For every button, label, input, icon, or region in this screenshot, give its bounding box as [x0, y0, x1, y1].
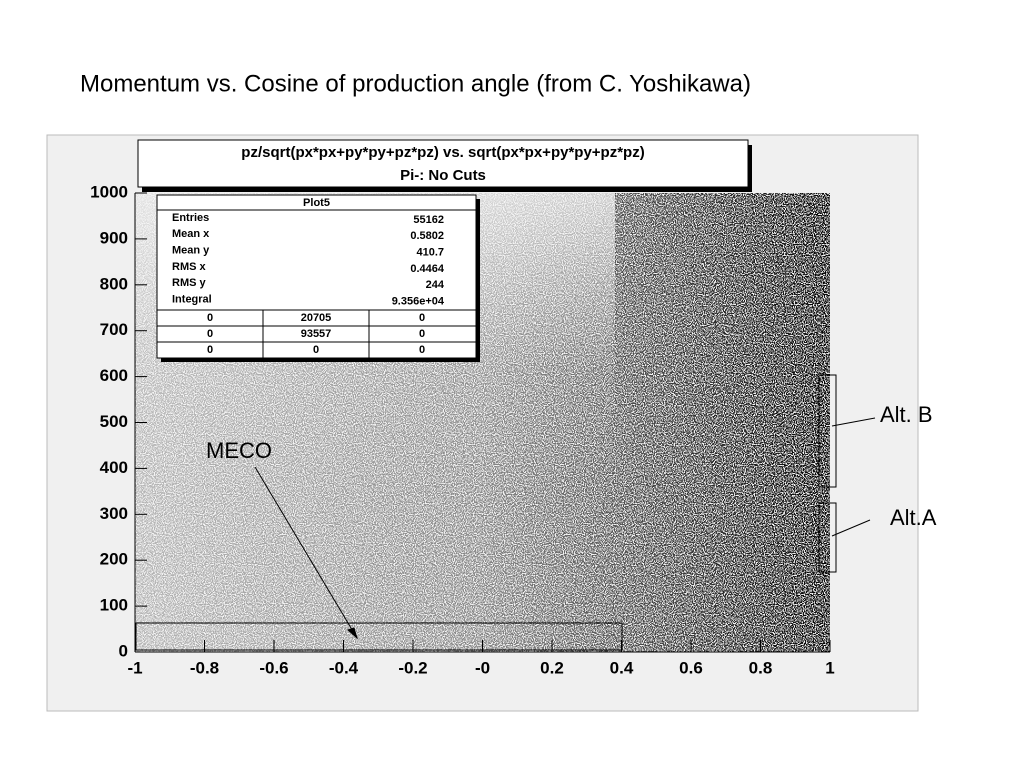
x-tick-label: -0.2 [398, 658, 427, 677]
x-tick-label: -0.6 [259, 658, 288, 677]
stats-cell: 93557 [301, 328, 332, 340]
chart-title: pz/sqrt(px*px+py*py+pz*pz) vs. sqrt(px*p… [241, 144, 644, 161]
meco-region [135, 622, 623, 651]
stats-value: 0.4464 [410, 263, 445, 275]
stats-frame [156, 194, 477, 359]
stats-cell: 0 [207, 344, 213, 356]
meco-arrow [254, 466, 355, 634]
chart-subtitle: Pi-: No Cuts [400, 167, 486, 184]
stats-value: 410.7 [416, 247, 444, 259]
slide-title: Momentum vs. Cosine of production angle … [80, 70, 751, 97]
stats-key: RMS y [172, 277, 207, 289]
y-tick-label: 800 [100, 274, 128, 293]
stats-key: Entries [172, 212, 209, 224]
y-tick-label: 700 [100, 320, 128, 339]
x-tick-label: 1 [825, 658, 834, 677]
annotation: Alt. B [880, 402, 933, 427]
y-tick-label: 900 [100, 228, 128, 247]
stats-cell: 0 [419, 312, 425, 324]
x-tick-label: -0 [475, 658, 490, 677]
title-box [137, 139, 749, 188]
stats-cell: 0 [419, 344, 425, 356]
annotation: Alt.A [890, 505, 937, 530]
y-tick-label: 200 [100, 550, 128, 569]
x-tick-label: 0.2 [540, 658, 564, 677]
annotation-shapes [135, 374, 876, 651]
stats-cell: 20705 [301, 312, 332, 324]
stats-value: 9.356e+04 [392, 295, 445, 307]
alt-a-arrow [831, 519, 871, 537]
x-tick-label: 0.6 [679, 658, 703, 677]
stats-key: Mean y [172, 245, 210, 257]
y-tick-label: 600 [100, 366, 128, 385]
stats-title: Plot5 [303, 197, 330, 209]
stats-cell: 0 [313, 344, 319, 356]
y-tick-label: 300 [100, 504, 128, 523]
stats-key: Integral [172, 293, 212, 305]
stats-key: RMS x [172, 261, 207, 273]
x-tick-label: -0.4 [329, 658, 359, 677]
x-tick-label: 0.4 [610, 658, 634, 677]
stats-value: 0.5802 [410, 230, 444, 242]
y-tick-label: 1000 [90, 182, 128, 201]
stats-box: Plot5 Entries 55162 Mean x 0.5802 Mean y 410.7… [156, 194, 480, 362]
x-tick-label: -0.8 [190, 658, 219, 677]
stats-key: Mean x [172, 228, 210, 240]
y-tick-label: 0 [119, 641, 128, 660]
annotation: MECO [206, 438, 272, 463]
x-tick-label: 0.8 [749, 658, 773, 677]
y-tick-label: 100 [100, 596, 128, 615]
axes [134, 192, 831, 653]
y-tick-label: 400 [100, 458, 128, 477]
stats-cell: 0 [207, 328, 213, 340]
y-tick-label: 500 [100, 412, 128, 431]
stats-value: 244 [426, 279, 445, 291]
alt-b-region [818, 374, 837, 488]
stats-cell: 0 [419, 328, 425, 340]
stats-cell: 0 [207, 312, 213, 324]
alt-b-arrow [831, 417, 876, 427]
x-tick-label: -1 [127, 658, 142, 677]
stats-value: 55162 [413, 214, 444, 226]
arrow-head [347, 627, 358, 640]
alt-a-region [818, 502, 837, 573]
